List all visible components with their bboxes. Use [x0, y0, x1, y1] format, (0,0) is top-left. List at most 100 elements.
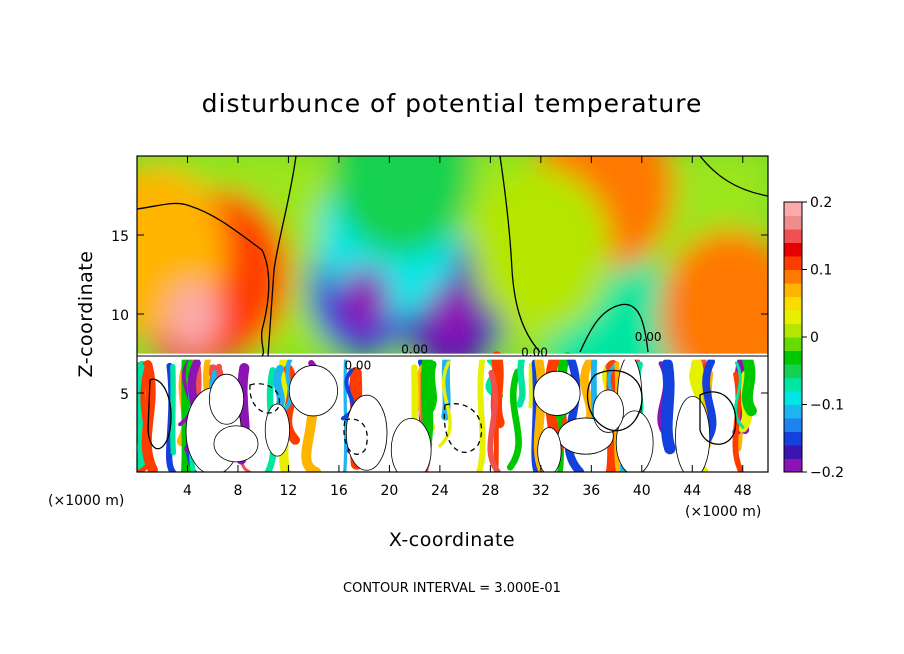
interface-band — [137, 353, 768, 360]
colorbar-segment — [784, 337, 802, 351]
colorbar-segment — [784, 377, 802, 392]
x-axis-label: X-coordinate — [389, 529, 515, 551]
colorbar-segment — [784, 310, 802, 324]
x-tick-label: 32 — [532, 483, 550, 499]
turbulent-plume — [487, 370, 501, 472]
x-unit-left: (×1000 m) — [48, 493, 124, 509]
turbulent-plume — [426, 360, 437, 414]
colorbar-segment — [784, 404, 802, 419]
turbulent-plume — [741, 355, 757, 417]
cellular-eddy — [533, 370, 581, 416]
x-tick-label: 12 — [280, 483, 298, 499]
colorbar-segment — [784, 350, 802, 365]
colorbar-axis: 0.2 0.1 0 −0.1 −0.2 — [802, 195, 844, 481]
turbulent-plume — [137, 360, 153, 472]
zero-contour-center — [267, 156, 297, 357]
colorbar-tick-label: 0 — [810, 330, 819, 346]
contour-label: 0.00 — [344, 358, 371, 372]
cellular-eddy — [615, 410, 654, 472]
cellular-eddy — [592, 389, 624, 433]
x-tick-label: 16 — [330, 483, 348, 499]
colorbar-segment — [784, 431, 802, 446]
colorbar-segment — [784, 215, 802, 230]
zero-contour-bump — [579, 303, 649, 353]
zero-contour-right — [499, 156, 541, 353]
dashed-contour-2 — [443, 403, 483, 454]
x-tick-label: 48 — [734, 483, 752, 499]
turbulent-plume — [170, 363, 177, 456]
colorbar-tick-label: 0.1 — [810, 263, 832, 279]
colorbar-segment — [784, 458, 802, 473]
y-tick-label: 10 — [111, 308, 129, 324]
plot-area: 0.00 0.00 0.00 0.00 — [137, 156, 768, 472]
colorbar-segment — [784, 269, 802, 284]
turbulent-plume — [438, 360, 452, 448]
turbulent-plume — [476, 356, 486, 472]
x-tick-label: 24 — [431, 483, 449, 499]
cellular-eddy — [675, 396, 711, 472]
turbulent-plume — [661, 358, 676, 455]
colorbar-segment — [784, 445, 802, 459]
cellular-eddy — [537, 427, 562, 472]
zero-contour-left — [137, 202, 270, 357]
colorbar-segment — [784, 202, 802, 216]
upper-field — [137, 156, 768, 422]
colorbar-tick-label: −0.2 — [810, 465, 844, 481]
x-tick-label: 28 — [481, 483, 499, 499]
x-tick-label: 44 — [683, 483, 701, 499]
colorbar-tick-label: −0.1 — [810, 398, 844, 414]
solid-contour-1 — [586, 369, 643, 432]
x-axis: 4 8 12 16 20 24 28 32 36 40 44 48 — [183, 156, 752, 499]
colorbar-segment — [784, 391, 802, 405]
colorbar-segment — [784, 283, 802, 297]
y-axis-label: Z-coordinate — [75, 251, 97, 378]
cold-anomaly — [332, 156, 472, 256]
turbulent-plume — [506, 368, 522, 471]
contour-label: 0.00 — [521, 346, 548, 360]
contour-label: 0.00 — [401, 343, 428, 357]
colorbar-segment — [784, 296, 802, 311]
colorbar-segment — [784, 364, 802, 378]
contour-label-group: 0.00 0.00 0.00 0.00 — [344, 330, 661, 372]
colorbar-segment — [784, 418, 802, 432]
turbulent-plume — [528, 362, 533, 409]
contour-label: 0.00 — [635, 330, 662, 344]
y-tick-label: 15 — [111, 229, 129, 245]
anomaly-core — [338, 266, 391, 335]
cellular-eddy — [213, 425, 259, 463]
cellular-eddy — [208, 373, 245, 425]
anomaly-core — [426, 282, 479, 351]
colorbar-segment — [784, 323, 802, 338]
lower-turbulent-layer — [137, 351, 768, 472]
colorbar-tick-label: 0.2 — [810, 195, 832, 211]
warm-anomaly — [470, 166, 611, 335]
colorbar-segment — [784, 242, 802, 257]
cellular-eddy — [264, 403, 290, 457]
x-unit-right: (×1000 m) — [685, 504, 761, 520]
x-tick-label: 20 — [380, 483, 398, 499]
x-tick-label: 4 — [183, 483, 192, 499]
x-tick-label: 36 — [582, 483, 600, 499]
cellular-eddy — [390, 417, 432, 472]
dashed-contour-3 — [343, 418, 368, 455]
turbulent-plume — [733, 361, 745, 429]
zero-contour-top-right — [699, 156, 768, 197]
contour-lines — [137, 156, 768, 455]
colorbar-segment — [784, 229, 802, 243]
x-tick-label: 40 — [633, 483, 651, 499]
turbulent-plume — [516, 355, 526, 408]
turbulent-plume — [732, 371, 743, 472]
colorbar — [783, 201, 803, 473]
y-axis: 5 10 15 — [111, 229, 768, 403]
chart-title: disturbunce of potential temperature — [202, 89, 703, 118]
solid-contour-2 — [147, 378, 172, 450]
cellular-eddy — [288, 365, 338, 417]
anomaly-core — [167, 282, 220, 351]
contour-interval-note: CONTOUR INTERVAL = 3.000E-01 — [343, 581, 561, 596]
colorbar-segment — [784, 256, 802, 270]
dashed-contour-1 — [249, 383, 281, 414]
solid-contour-3 — [699, 391, 737, 445]
y-tick-label: 5 — [120, 387, 129, 403]
x-tick-label: 8 — [233, 483, 242, 499]
